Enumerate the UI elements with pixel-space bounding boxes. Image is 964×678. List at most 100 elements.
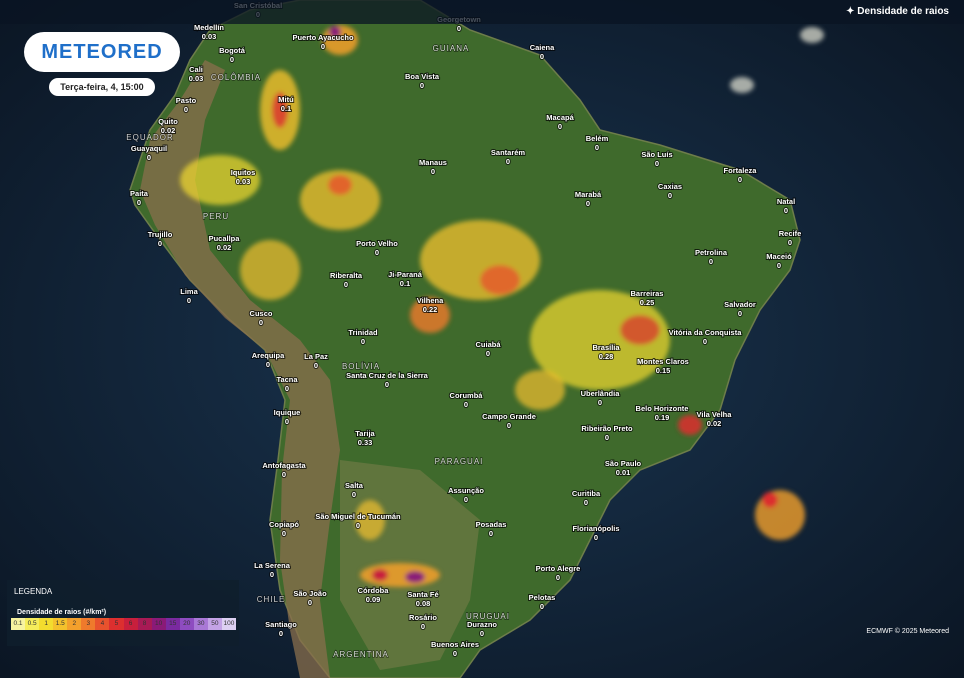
city-name: Caxias <box>658 182 682 191</box>
city-name: Bogotá <box>219 46 246 55</box>
city-name: São Luís <box>641 150 672 159</box>
city-value: 0 <box>385 380 389 389</box>
city-name: Arequipa <box>252 351 285 360</box>
city-value: 0 <box>489 529 493 538</box>
storm-cell <box>530 290 670 390</box>
city-value: 0 <box>595 143 599 152</box>
city-value: 0.02 <box>707 419 722 428</box>
city-name: Pucallpa <box>209 234 241 243</box>
city-value: 0 <box>788 238 792 247</box>
city-value: 0 <box>361 337 365 346</box>
city-value: 0 <box>314 361 318 370</box>
city-name: Petrolina <box>695 248 728 257</box>
city-name: Maceió <box>766 252 792 261</box>
city-value: 0 <box>540 52 544 61</box>
city-value: 0 <box>321 42 325 51</box>
city-name: Caiena <box>530 43 555 52</box>
city-name: Recife <box>779 229 802 238</box>
timestamp: Terça-feira, 4, 15:00 <box>49 78 155 96</box>
storm-cell <box>240 240 300 300</box>
city-name: Macapá <box>546 113 574 122</box>
city-name: Antofagasta <box>262 461 306 470</box>
city-value: 0 <box>431 167 435 176</box>
storm-cell <box>328 175 352 195</box>
city-name: Pasto <box>176 96 197 105</box>
country-label: CHILE <box>257 595 286 604</box>
city-value: 0 <box>668 191 672 200</box>
city-value: 0 <box>187 296 191 305</box>
legend-item: 6 <box>123 618 138 630</box>
country-label: PARAGUAI <box>435 457 484 466</box>
city-name: Brasília <box>592 343 620 352</box>
legend-item: 10 <box>151 618 166 630</box>
city-name: Paita <box>130 189 149 198</box>
city-value: 0.02 <box>217 243 232 252</box>
city-value: 0 <box>344 280 348 289</box>
storm-cell <box>355 500 385 540</box>
city-value: 0 <box>655 159 659 168</box>
logo[interactable]: METEORED <box>24 32 180 72</box>
city-value: 0 <box>308 598 312 607</box>
country-label: GUIANA <box>433 44 470 53</box>
top-bar <box>0 0 964 24</box>
city-name: Santiago <box>265 620 297 629</box>
city-value: 0 <box>540 602 544 611</box>
city-name: Medellín <box>194 23 224 32</box>
city-value: 0 <box>421 622 425 631</box>
city-value: 0.02 <box>161 126 176 135</box>
storm-cell <box>480 265 520 295</box>
city-name: Ji-Paraná <box>388 270 423 279</box>
city-name: Cusco <box>250 309 273 318</box>
city-name: Guayaquil <box>131 144 167 153</box>
legend-item: 3 <box>81 618 96 630</box>
legend-item: 2 <box>67 618 82 630</box>
city-value: 0 <box>486 349 490 358</box>
city-name: La Serena <box>254 561 291 570</box>
city-value: 0.28 <box>599 352 614 361</box>
city-value: 0 <box>598 398 602 407</box>
city-value: 0 <box>594 533 598 542</box>
storm-cells <box>180 25 824 587</box>
city-name: Vilhena <box>417 296 444 305</box>
city-name: Riberalta <box>330 271 363 280</box>
city-name: São Miguel de Tucumán <box>315 512 401 521</box>
city-name: Uberlândia <box>581 389 621 398</box>
city-value: 0.19 <box>655 413 670 422</box>
city-name: Salta <box>345 481 364 490</box>
city-name: La Paz <box>304 352 328 361</box>
legend-item: 1.5 <box>53 618 68 630</box>
layer-title[interactable]: ✦ Densidade de raios <box>846 6 949 17</box>
credit: ECMWF © 2025 Meteored <box>866 628 949 635</box>
city-value: 0.09 <box>366 595 381 604</box>
legend-item: 5 <box>109 618 124 630</box>
city-name: Santa Fé <box>407 590 438 599</box>
city-name: Mitú <box>278 95 294 104</box>
cloud <box>730 77 754 93</box>
city-name: Campo Grande <box>482 412 536 421</box>
city-value: 0 <box>605 433 609 442</box>
city-name: Puerto Ayacucho <box>292 33 354 42</box>
city-value: 0 <box>282 529 286 538</box>
city-value: 0 <box>584 498 588 507</box>
storm-cell <box>620 315 660 345</box>
city-name: Natal <box>777 197 795 206</box>
city-name: Cuiabá <box>475 340 501 349</box>
city-name: Assunção <box>448 486 484 495</box>
city-name: Curitiba <box>572 489 601 498</box>
legend-item: 0.1 <box>11 618 26 630</box>
city-name: Rosário <box>409 613 437 622</box>
storm-cell <box>678 415 702 435</box>
city-name: Porto Velho <box>356 239 398 248</box>
city-name: Durazno <box>467 620 497 629</box>
city-name: Manaus <box>419 158 447 167</box>
city-value: 0.15 <box>656 366 671 375</box>
city-value: 0 <box>703 337 707 346</box>
city-value: 0 <box>230 55 234 64</box>
city-name: Porto Alegre <box>536 564 581 573</box>
city-value: 0 <box>352 490 356 499</box>
legend-item: 15 <box>165 618 180 630</box>
country-label: EQUADOR <box>126 133 173 142</box>
storm-cell <box>410 297 450 333</box>
